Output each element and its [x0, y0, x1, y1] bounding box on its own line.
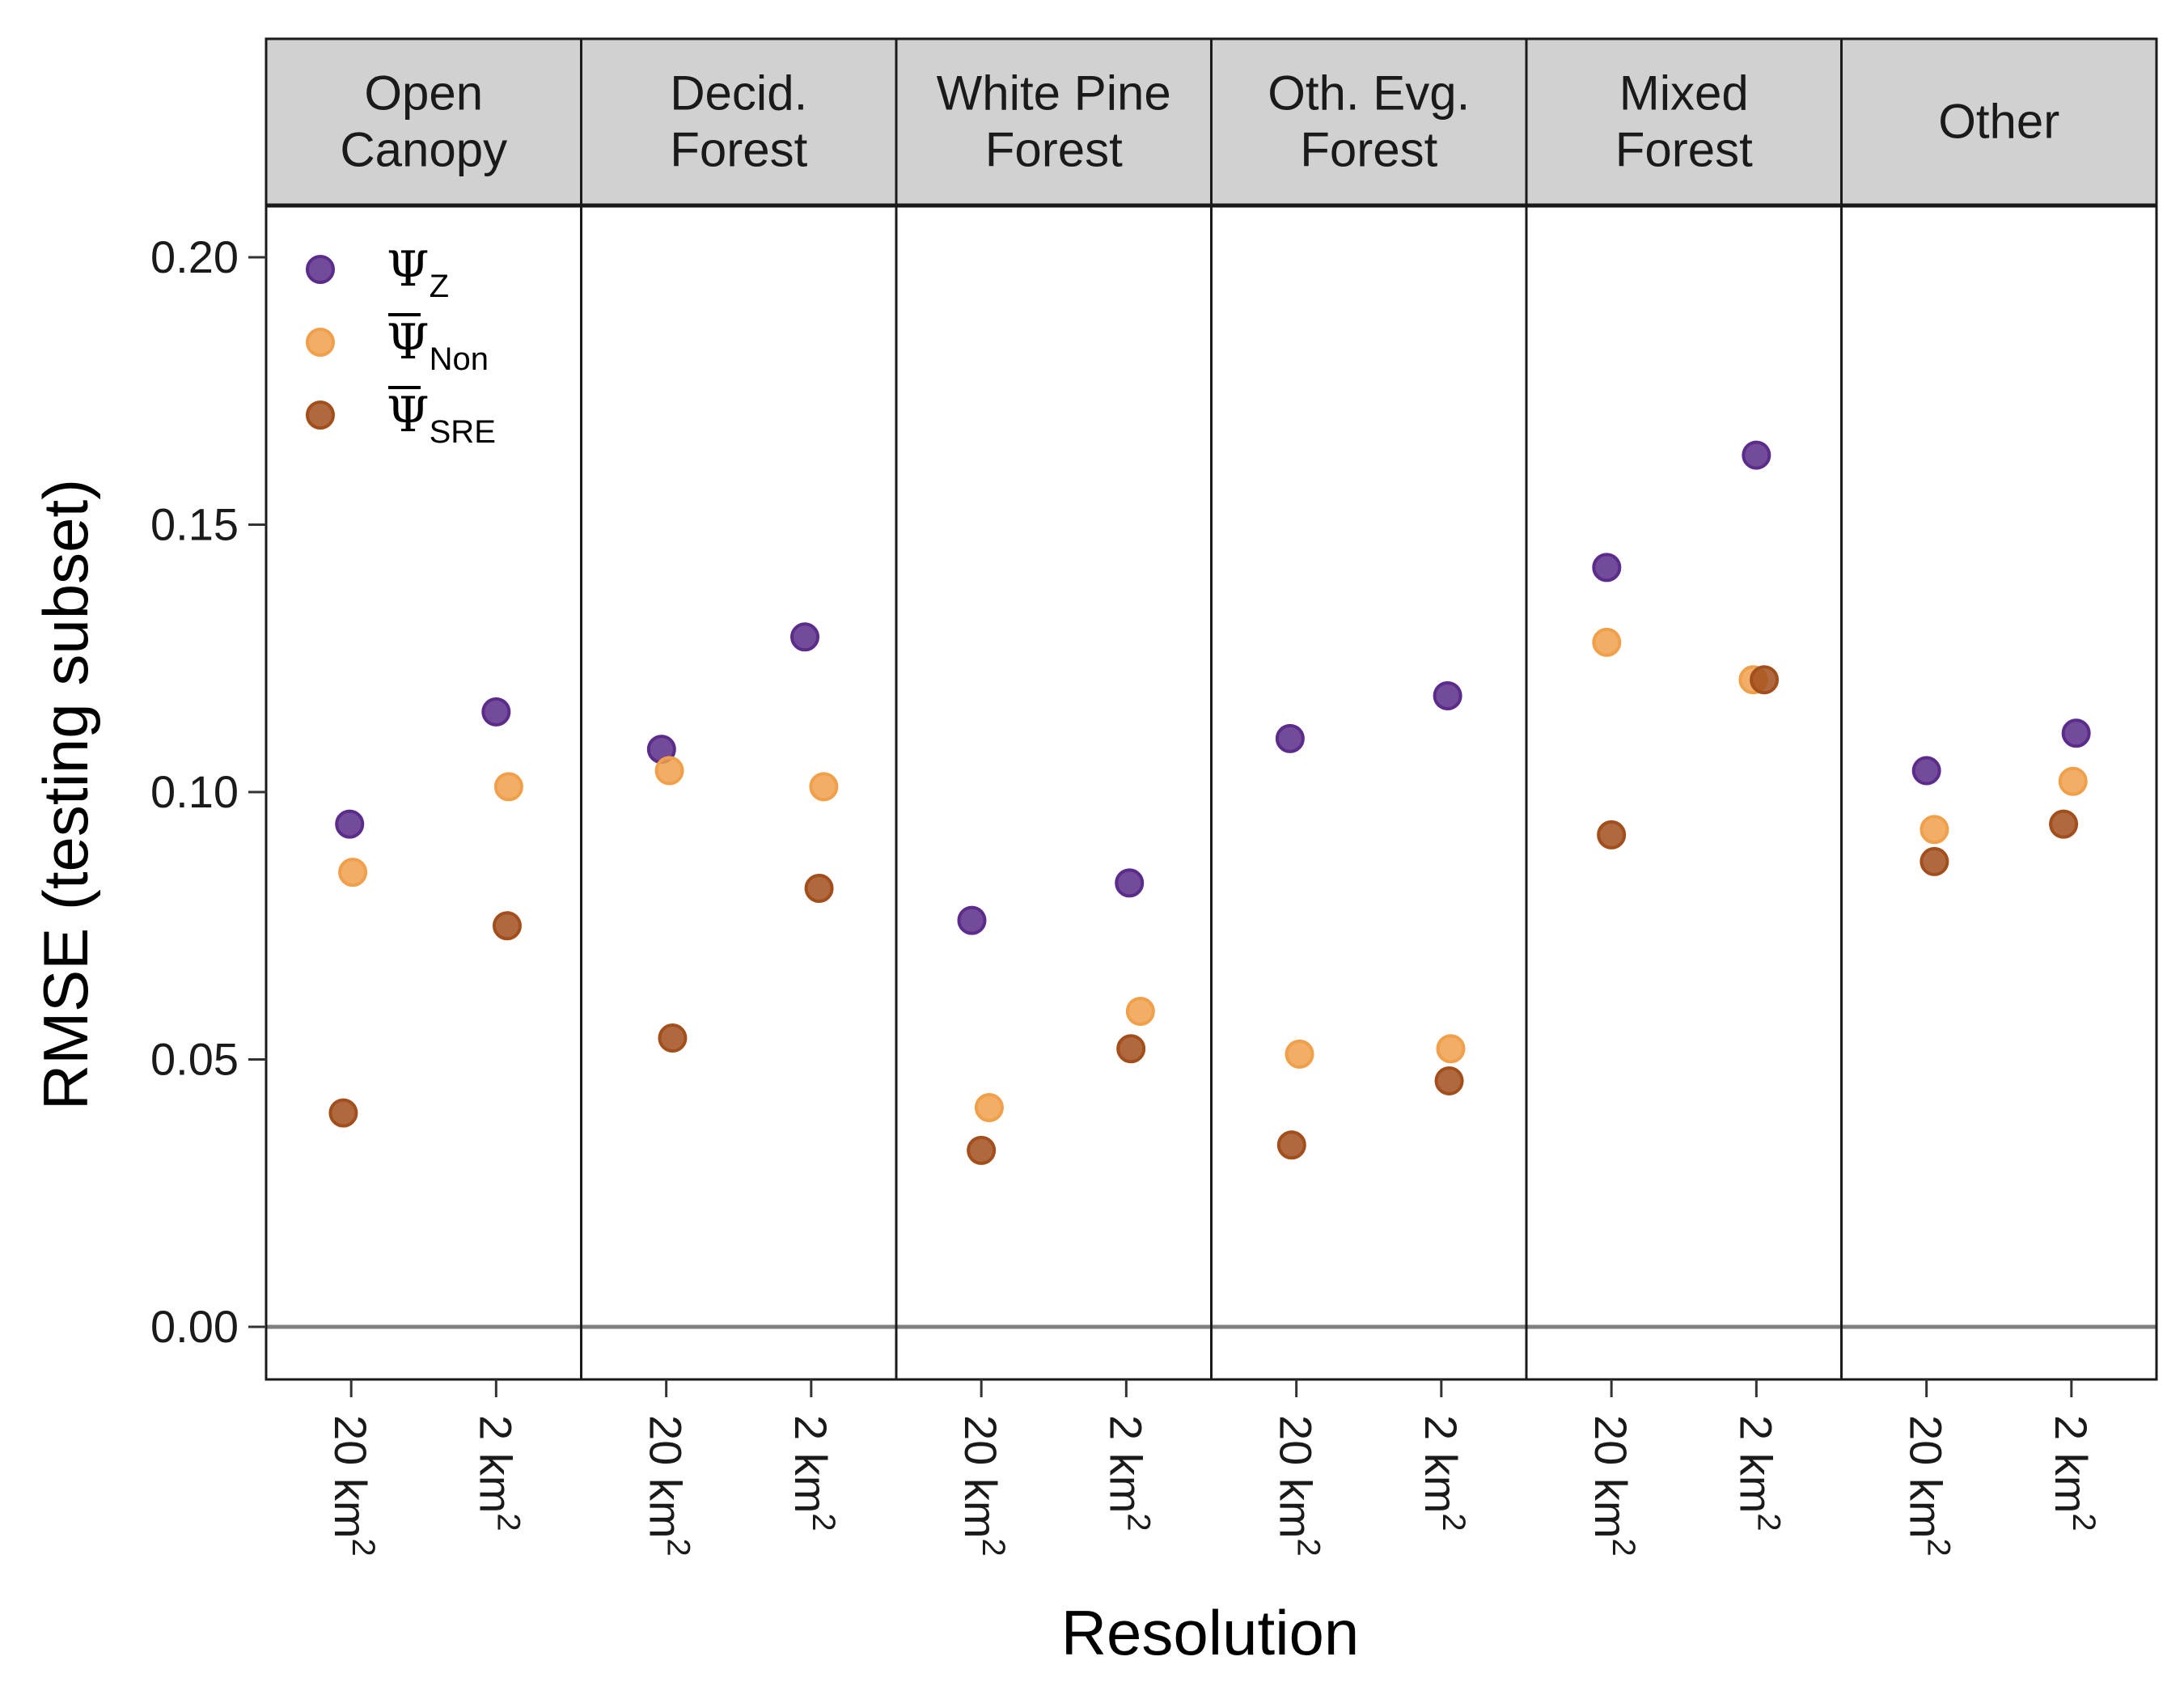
- data-point: [658, 1023, 688, 1053]
- x-tick-label: 2 km2: [1416, 1415, 1471, 1532]
- data-point: [1433, 681, 1462, 711]
- data-point: [804, 873, 834, 903]
- x-tick-label: 2 km2: [1100, 1415, 1156, 1532]
- data-point: [2058, 766, 2088, 796]
- facet-strip: [895, 37, 1213, 206]
- facet-panel: [1840, 205, 2158, 1381]
- y-tick-label: 0.05: [150, 1034, 239, 1085]
- data-point: [809, 772, 839, 802]
- data-point: [1592, 553, 1622, 583]
- data-point: [2061, 718, 2091, 748]
- data-point: [1750, 665, 1780, 695]
- y-axis: 0.00 0.05 0.10 0.15 0.20: [150, 231, 266, 1352]
- data-point: [967, 1135, 997, 1165]
- facet-label: Forest: [985, 123, 1123, 177]
- data-point: [1597, 820, 1627, 850]
- legend-label: ΨZ: [387, 241, 449, 304]
- data-point: [481, 697, 511, 727]
- x-axis-title: Resolution: [1061, 1597, 1360, 1668]
- data-point: [974, 1092, 1004, 1122]
- data-point: [654, 756, 684, 786]
- data-point: [1742, 440, 1771, 470]
- facet-label: White Pine: [937, 66, 1171, 121]
- y-tick-label: 0.10: [150, 766, 239, 817]
- data-point: [1115, 868, 1145, 898]
- facet-strip: [1525, 37, 1843, 206]
- x-axis: 20 km2 2 km2 20 km2 2 km2 20 km2 2 km2 20 km2 2…: [325, 1379, 2101, 1557]
- facet-label: Other: [1938, 95, 2059, 149]
- facet-label: Open: [364, 66, 483, 121]
- data-point: [1125, 997, 1155, 1027]
- y-tick-label: 0.00: [150, 1301, 239, 1352]
- x-tick-label: 2 km2: [2046, 1415, 2101, 1532]
- facet-label: Canopy: [340, 123, 507, 177]
- data-point: [1911, 756, 1941, 786]
- data-point: [338, 858, 368, 888]
- data-point: [790, 622, 820, 652]
- data-point: [1276, 1130, 1306, 1160]
- x-tick-label: 20 km2: [641, 1415, 696, 1557]
- x-tick-label: 20 km2: [1901, 1415, 1957, 1557]
- data-points: [328, 440, 2091, 1165]
- facet-panel: [895, 205, 1213, 1381]
- data-point: [492, 911, 522, 941]
- x-tick-label: 20 km2: [325, 1415, 381, 1557]
- facet-strip: [1210, 37, 1528, 206]
- x-tick-label: 2 km2: [785, 1415, 841, 1532]
- facet-label: Forest: [1300, 123, 1437, 177]
- data-point: [493, 772, 523, 802]
- x-tick-label: 20 km2: [955, 1415, 1011, 1557]
- facet-strip: [580, 37, 898, 206]
- legend-label: ΨSRE: [387, 387, 496, 450]
- legend-swatch: [306, 328, 335, 357]
- facet-panel: [265, 205, 582, 1381]
- data-point: [1434, 1066, 1464, 1095]
- facet-label: Decid.: [670, 66, 807, 121]
- y-tick-label: 0.20: [150, 231, 239, 282]
- x-tick-label: 20 km2: [1271, 1415, 1327, 1557]
- x-tick-label: 2 km2: [470, 1415, 526, 1532]
- facet-panel: [1525, 205, 1843, 1381]
- legend-swatch: [306, 255, 335, 284]
- data-point: [335, 809, 365, 839]
- y-tick-label: 0.15: [150, 499, 239, 550]
- data-point: [1285, 1039, 1314, 1069]
- x-tick-label: 2 km2: [1730, 1415, 1786, 1532]
- data-point: [1436, 1034, 1466, 1064]
- data-point: [1592, 627, 1622, 657]
- legend-label: ΨNon: [387, 314, 489, 377]
- y-axis-title: RMSE (testing subset): [30, 479, 101, 1110]
- data-point: [1919, 846, 1949, 876]
- data-point: [957, 905, 987, 935]
- facet-label: Forest: [1615, 123, 1753, 177]
- data-point: [328, 1098, 358, 1128]
- facet-panel: [580, 205, 898, 1381]
- data-point: [1275, 723, 1305, 753]
- data-point: [1919, 815, 1949, 845]
- facet-strip: [265, 37, 582, 206]
- legend-swatch: [306, 400, 335, 430]
- x-tick-label: 20 km2: [1585, 1415, 1641, 1557]
- legend: ΨZ ΨNon ΨSRE: [306, 241, 496, 450]
- data-point: [1116, 1034, 1146, 1064]
- data-point: [2049, 809, 2079, 839]
- facet-label: Mixed: [1619, 66, 1749, 121]
- facet-panel: [1210, 205, 1528, 1381]
- facet-label: Forest: [670, 123, 807, 177]
- facet-strip: [1840, 37, 2158, 206]
- facet-label: Oth. Evg.: [1268, 66, 1470, 121]
